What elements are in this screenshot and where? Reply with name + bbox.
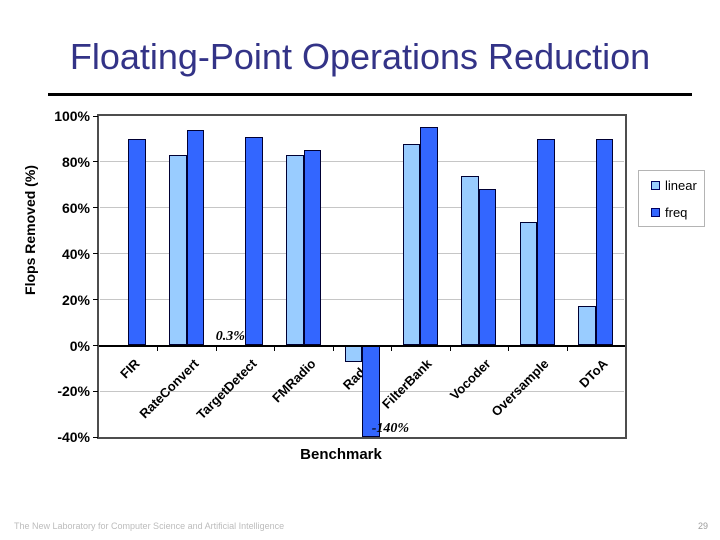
legend: linear freq xyxy=(638,170,705,227)
y-axis-tick xyxy=(93,345,98,346)
y-tick-label: 40% xyxy=(61,245,90,262)
gridline xyxy=(100,299,624,301)
x-axis-line xyxy=(99,344,625,347)
legend-label: freq xyxy=(665,205,688,220)
y-axis-title: Flops Removed (%) xyxy=(22,165,38,295)
y-tick-label: -40% xyxy=(57,429,90,446)
bar-freq-DToA xyxy=(595,138,614,346)
gridline xyxy=(100,253,624,255)
y-tick-label: 0% xyxy=(69,337,90,354)
bar-linear-FMRadio xyxy=(286,155,304,346)
legend-label: linear xyxy=(665,178,697,193)
legend-swatch-linear xyxy=(651,181,660,190)
bar-linear-Radar xyxy=(344,345,362,362)
x-axis-tick xyxy=(449,345,451,351)
title-underline xyxy=(48,93,692,96)
data-label: 0.3% xyxy=(215,328,245,344)
y-axis-tick xyxy=(93,115,98,117)
x-axis-tick xyxy=(566,345,568,351)
bar-linear-Vocoder xyxy=(461,175,479,346)
y-axis-tick xyxy=(93,436,98,438)
x-axis-title: Benchmark xyxy=(300,446,382,463)
bar-linear-RateConvert xyxy=(169,155,187,346)
bar-freq-Oversample xyxy=(537,138,555,346)
legend-entry-linear: linear xyxy=(639,179,704,193)
slide-title: Floating-Point Operations Reduction xyxy=(69,36,651,77)
y-axis-tick xyxy=(93,390,98,392)
y-axis-tick xyxy=(93,161,98,163)
legend-swatch-freq xyxy=(651,208,660,217)
y-axis-tick xyxy=(93,299,98,301)
footer-text: The New Laboratory for Computer Science … xyxy=(14,521,285,531)
y-tick-label: 20% xyxy=(61,291,90,308)
bar-freq-FilterBank xyxy=(420,127,438,346)
x-axis-tick xyxy=(157,345,159,351)
y-tick-label: 100% xyxy=(54,108,90,124)
data-label: -140% xyxy=(371,421,410,436)
y-tick-label: 80% xyxy=(61,153,90,170)
legend-entry-freq: freq xyxy=(639,206,704,220)
x-axis-tick xyxy=(332,345,334,351)
y-tick-label: -20% xyxy=(57,383,90,400)
bar-freq-Vocoder xyxy=(478,189,497,346)
y-axis-tick xyxy=(93,253,98,255)
bar-freq-FMRadio xyxy=(303,150,322,346)
gridline xyxy=(100,207,624,209)
bar-linear-FilterBank xyxy=(402,143,421,346)
bar-freq-RateConvert xyxy=(186,129,205,346)
x-axis-tick xyxy=(215,345,217,351)
page-number: 29 xyxy=(697,521,708,531)
gridline xyxy=(100,161,624,163)
y-tick-label: 60% xyxy=(61,199,90,216)
x-axis-tick xyxy=(508,345,510,351)
bar-linear-DToA xyxy=(578,306,596,346)
bar-freq-TargetDetect xyxy=(245,136,263,346)
bar-freq-FIR xyxy=(128,138,146,346)
y-axis-tick xyxy=(93,207,98,209)
bar-linear-Oversample xyxy=(519,221,538,346)
x-axis-tick xyxy=(391,345,393,351)
x-axis-tick xyxy=(274,345,276,351)
